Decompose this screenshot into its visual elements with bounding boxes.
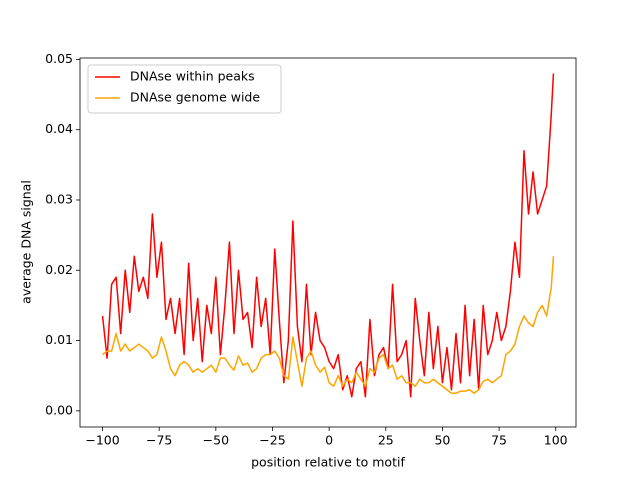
- x-tick-label: −50: [203, 433, 229, 448]
- y-tick-label: 0.05: [45, 51, 73, 66]
- y-tick-label: 0.02: [45, 262, 73, 277]
- data-line: [101, 73, 555, 398]
- x-tick-label: 25: [378, 433, 394, 448]
- x-tick-label: 75: [491, 433, 507, 448]
- x-tick-label: 0: [325, 433, 333, 448]
- y-axis-label: average DNA signal: [19, 180, 34, 304]
- y-tick-label: 0.01: [45, 332, 73, 347]
- y-tick-label: 0.04: [45, 121, 73, 136]
- x-tick-label: −75: [146, 433, 172, 448]
- y-tick-label: 0.00: [45, 402, 73, 417]
- legend-box: [87, 64, 282, 114]
- data-line: [102, 256, 555, 395]
- x-axis-label: position relative to motif: [251, 455, 405, 470]
- x-tick-label: 50: [434, 433, 450, 448]
- legend-label: DNAse genome wide: [130, 90, 260, 105]
- legend-label: DNAse within peaks: [130, 69, 255, 84]
- x-tick-label: −100: [85, 433, 119, 448]
- x-tick-label: −25: [259, 433, 285, 448]
- axes-frame: [79, 57, 577, 428]
- x-tick-label: 100: [544, 433, 568, 448]
- y-tick-label: 0.03: [45, 191, 73, 206]
